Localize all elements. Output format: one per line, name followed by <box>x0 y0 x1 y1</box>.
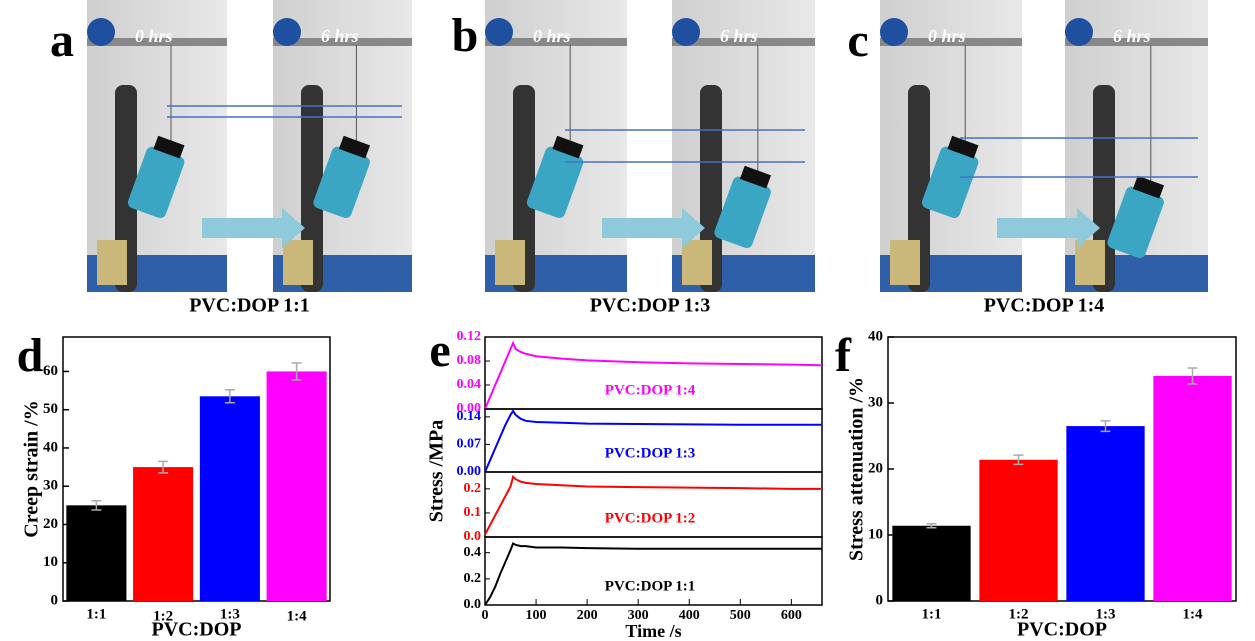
photo-caption: PVC:DOP 1:1 <box>189 295 310 317</box>
panel-letter: a <box>50 14 74 67</box>
y-tick-label: 0.00 <box>457 464 482 479</box>
bar <box>1066 426 1144 601</box>
knob <box>1065 18 1093 46</box>
panel-letter: f <box>835 329 852 382</box>
stress-line <box>485 343 822 409</box>
bar <box>892 526 970 601</box>
y-tick-label: 20 <box>868 460 883 476</box>
panel-letter: c <box>847 14 868 67</box>
x-tick-label: 1:4 <box>287 608 307 624</box>
bar <box>133 467 193 601</box>
y-tick-label: 0.07 <box>457 437 482 452</box>
time-label: 0 hrs <box>533 26 571 46</box>
y-tick-label: 0.0 <box>464 529 482 544</box>
panel-letter: e <box>429 324 450 377</box>
arrow-shaft <box>602 218 682 238</box>
y-tick-label: 0.1 <box>464 505 482 520</box>
stress-line <box>485 544 822 605</box>
y-tick-label: 0 <box>51 592 59 608</box>
photo-caption: PVC:DOP 1:3 <box>590 295 711 317</box>
x-tick-label: 0 <box>482 608 489 623</box>
y-tick-label: 50 <box>43 401 58 417</box>
y-axis-label: Stress /MPa <box>426 420 448 522</box>
y-tick-label: 0.4 <box>464 545 482 560</box>
y-tick-label: 40 <box>868 328 883 344</box>
panel-letter: b <box>452 9 479 62</box>
time-label: 6 hrs <box>1113 26 1151 46</box>
y-tick-label: 60 <box>43 363 58 379</box>
knob <box>880 18 908 46</box>
stress-line <box>485 411 822 472</box>
y-tick-label: 10 <box>868 526 883 542</box>
x-axis-label: PVC:DOP <box>1017 619 1107 641</box>
time-label: 0 hrs <box>135 26 173 46</box>
knob <box>672 18 700 46</box>
bar <box>979 460 1057 601</box>
knob <box>87 18 115 46</box>
y-tick-label: 30 <box>868 394 883 410</box>
clip <box>495 240 525 285</box>
series-label: PVC:DOP 1:3 <box>605 445 695 461</box>
y-tick-label: 0.2 <box>464 481 482 496</box>
y-axis-label: Stress attenuation /% <box>846 377 868 561</box>
bar <box>1153 376 1231 601</box>
y-tick-label: 0.2 <box>464 571 482 586</box>
figure: a 0 hrs 6 hrs PVC:DOP 1:1 b 0 hrs 6 hrs PVC:DOP… <box>0 0 1255 641</box>
series-label: PVC:DOP 1:2 <box>605 510 695 526</box>
bar <box>200 396 260 601</box>
clip <box>1075 240 1105 285</box>
time-label: 0 hrs <box>928 26 966 46</box>
knob <box>273 18 301 46</box>
x-tick-label: 600 <box>781 608 802 623</box>
x-axis-label: PVC:DOP <box>152 619 242 641</box>
x-tick-label: 100 <box>526 608 547 623</box>
plot-frame <box>485 472 822 537</box>
y-tick-label: 0 <box>876 592 884 608</box>
x-tick-label: 200 <box>577 608 598 623</box>
arrow-shaft <box>202 218 282 238</box>
clip <box>682 240 712 285</box>
y-tick-label: 40 <box>43 439 58 455</box>
x-tick-label: 500 <box>730 608 751 623</box>
photo-caption: PVC:DOP 1:4 <box>984 295 1105 317</box>
bar <box>267 371 327 601</box>
clip <box>283 240 313 285</box>
y-axis-label: Creep strain /% <box>21 400 43 537</box>
time-label: 6 hrs <box>321 26 359 46</box>
clip <box>890 240 920 285</box>
x-tick-label: 400 <box>679 608 700 623</box>
x-tick-label: 1:4 <box>1183 606 1203 622</box>
y-tick-label: 20 <box>43 516 58 532</box>
x-tick-label: 1:1 <box>86 606 106 622</box>
clip <box>97 240 127 285</box>
time-label: 6 hrs <box>720 26 758 46</box>
knob <box>485 18 513 46</box>
y-tick-label: 0.0 <box>464 597 482 612</box>
y-tick-label: 0.12 <box>457 329 482 344</box>
x-axis-label: Time /s <box>625 621 681 641</box>
panel-letter: d <box>17 329 44 382</box>
y-tick-label: 30 <box>43 478 58 494</box>
y-tick-label: 0.04 <box>457 377 482 392</box>
y-tick-label: 0.14 <box>457 409 482 424</box>
y-tick-label: 10 <box>43 554 58 570</box>
plot-frame <box>485 409 822 472</box>
x-tick-label: 1:1 <box>922 606 942 622</box>
arrow-shaft <box>997 218 1077 238</box>
series-label: PVC:DOP 1:1 <box>605 578 695 594</box>
y-tick-label: 0.08 <box>457 353 482 368</box>
series-label: PVC:DOP 1:4 <box>605 382 696 398</box>
bar <box>66 505 126 601</box>
